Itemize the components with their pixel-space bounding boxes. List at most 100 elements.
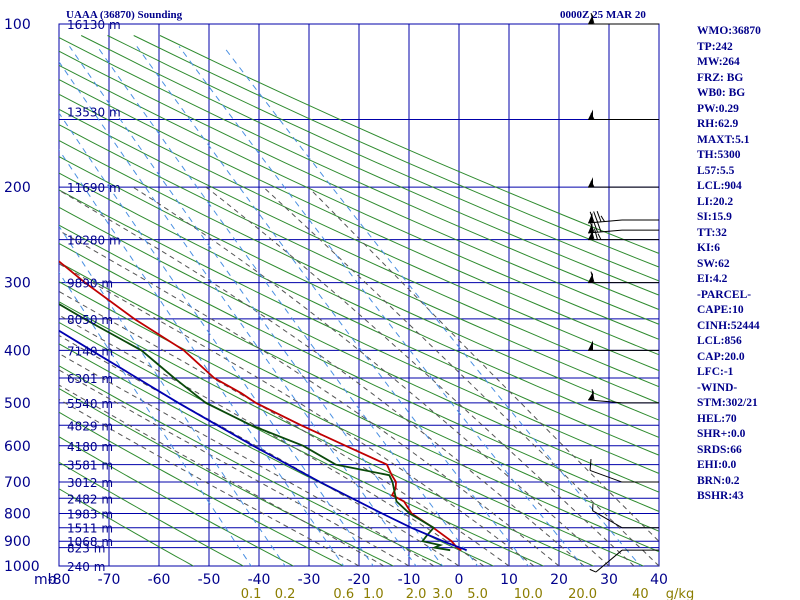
mixing-ratio-label: 0.2: [275, 587, 296, 600]
dry-adiabat-line: [59, 436, 295, 566]
moist-adiabat-line: [59, 398, 360, 566]
wind-barb-feather: [593, 221, 599, 233]
index-line: CAPE:10: [697, 304, 744, 316]
height-label: 5540 m: [67, 397, 113, 411]
temperature-tick-label: 20: [550, 572, 568, 588]
index-line: L57:5.5: [697, 164, 735, 177]
temperature-tick-label: -40: [248, 572, 271, 588]
dry-adiabat-line: [107, 35, 659, 282]
wind-barb-feather: [589, 568, 597, 573]
height-label: 4180 m: [67, 440, 113, 454]
mixing-ratio-label: 5.0: [467, 587, 488, 600]
moist-adiabat-line: [59, 384, 385, 566]
wind-barb: [588, 221, 659, 234]
wind-barb-feather: [596, 211, 602, 223]
index-line: -WIND-: [697, 381, 738, 394]
mixing-ratio-line: [59, 60, 417, 566]
temperature-tick-label: 40: [650, 572, 668, 588]
moist-adiabat-line: [59, 263, 535, 566]
temperature-tick-label: -60: [148, 572, 171, 588]
wind-barb: [588, 389, 659, 404]
index-line: WMO:36870: [697, 25, 761, 37]
pressure-tick-label: 300: [4, 276, 31, 292]
dry-adiabat-line: [59, 139, 659, 421]
mixing-ratio-label: 2.0: [406, 587, 427, 600]
height-label: 9890 m: [67, 277, 113, 291]
mixing-ratio-line: [178, 46, 584, 566]
height-label: 13530 m: [67, 105, 121, 119]
dry-adiabat-line: [59, 343, 495, 566]
mixing-ratio-line: [136, 46, 529, 566]
pressure-tick-label: 1000: [4, 559, 40, 575]
mixing-ratio-label: 10.0: [514, 587, 543, 600]
wind-barb-pennant: [588, 340, 593, 351]
dry-adiabat-line: [59, 64, 659, 340]
wind-barb: [588, 271, 659, 284]
index-line: TT:32: [697, 226, 727, 239]
index-line: WB0: BG: [697, 87, 746, 99]
moist-adiabat-line: [308, 186, 659, 543]
pressure-tick-label: 200: [4, 180, 31, 196]
temperature-tick-label: -50: [198, 572, 221, 588]
mixing-ratio-label: 1.0: [363, 587, 384, 600]
index-line: MW:264: [697, 56, 740, 68]
parcel-trace: [59, 329, 468, 552]
dry-adiabat-line: [159, 35, 659, 254]
index-line: TP:242: [697, 40, 733, 53]
moist-adiabat-line: [132, 186, 610, 566]
temperature-tick-label: -80: [48, 572, 71, 588]
height-label: 11690 m: [67, 181, 121, 195]
pressure-tick-label: 500: [4, 396, 31, 412]
mixing-unit-label: g/kg: [666, 587, 694, 600]
dry-adiabat-line: [59, 93, 659, 372]
index-line: SHR+:0.0: [697, 428, 746, 440]
temperature-tick-label: -70: [98, 572, 121, 588]
temperature-tick-label: -30: [298, 572, 321, 588]
dry-adiabat-line: [59, 261, 659, 553]
index-line: BSHR:43: [697, 490, 744, 502]
wind-barb-feather: [590, 113, 595, 120]
temperature-trace: [59, 260, 462, 551]
stability-indices-panel: WMO:36870 TP:242 MW:264 FRZ: BG WB0: BG PW:0.…: [697, 24, 800, 505]
height-label: 4829 m: [67, 419, 113, 433]
sounding-profiles: [59, 260, 468, 552]
dry-adiabat-line: [59, 365, 445, 566]
wind-barb-feather: [590, 12, 595, 25]
mixing-ratio-label: 20.0: [568, 587, 597, 600]
mixing-ratio-line: [59, 112, 374, 566]
index-line: LCL:856: [697, 335, 742, 347]
mixing-ratio-label: 3.0: [432, 587, 453, 600]
pressure-tick-label: 400: [4, 343, 31, 359]
wind-barb-shaft: [592, 510, 623, 529]
dry-adiabat-line: [59, 189, 659, 474]
index-line: HEL:70: [697, 412, 737, 425]
dry-adiabat-line: [80, 35, 659, 296]
index-line: EHI:0.0: [697, 459, 737, 471]
x-unit-label: mb: [34, 572, 57, 588]
dry-adiabat-line: [59, 388, 395, 566]
dry-adiabat-line: [59, 36, 659, 311]
height-label: 823 m: [67, 542, 105, 556]
mixing-ratio-lines: [59, 46, 642, 566]
dry-adiabat-line: [59, 488, 195, 566]
height-label: 7140 m: [67, 344, 113, 358]
pressure-tick-label: 100: [4, 17, 31, 33]
wind-barb: [588, 228, 659, 241]
dry-adiabat-line: [59, 461, 245, 566]
moist-adiabat-line: [59, 334, 460, 566]
index-line: SI:15.9: [697, 211, 732, 223]
height-label: 3012 m: [67, 476, 113, 490]
index-line: KI:6: [697, 242, 720, 254]
height-label: 6301 m: [67, 372, 113, 386]
height-label: 2482 m: [67, 492, 113, 506]
dry-adiabat-line: [133, 35, 659, 268]
dry-adiabat-line: [59, 206, 659, 493]
wind-barb-feather: [593, 211, 599, 223]
index-line: CAP:20.0: [697, 350, 745, 363]
wind-barb: [588, 340, 659, 351]
wind-barb-feather: [591, 389, 595, 401]
temperature-tick-label: 0: [455, 572, 464, 588]
index-line: MAXT:5.1: [697, 133, 750, 146]
dry-adiabat-line: [59, 155, 659, 438]
